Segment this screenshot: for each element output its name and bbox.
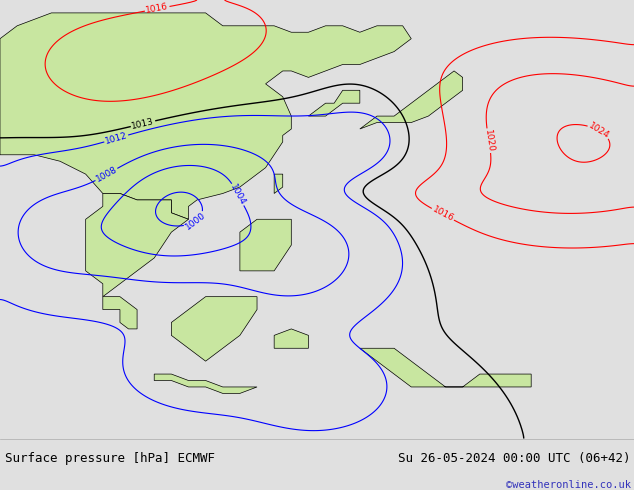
Polygon shape	[103, 296, 137, 329]
Text: ©weatheronline.co.uk: ©weatheronline.co.uk	[506, 480, 631, 490]
Polygon shape	[0, 13, 411, 220]
Polygon shape	[240, 220, 291, 271]
Text: 1008: 1008	[94, 165, 119, 184]
Text: 1016: 1016	[430, 205, 455, 223]
Text: 1016: 1016	[145, 2, 169, 15]
Text: Surface pressure [hPa] ECMWF: Surface pressure [hPa] ECMWF	[5, 452, 215, 465]
Polygon shape	[171, 296, 257, 361]
Text: 1020: 1020	[482, 129, 495, 153]
Polygon shape	[308, 90, 360, 116]
Text: 1024: 1024	[587, 121, 611, 141]
Text: 1013: 1013	[131, 117, 155, 131]
Text: Su 26-05-2024 00:00 UTC (06+42): Su 26-05-2024 00:00 UTC (06+42)	[398, 452, 631, 465]
Text: 1000: 1000	[184, 211, 207, 232]
Polygon shape	[154, 374, 257, 393]
Polygon shape	[274, 329, 308, 348]
Text: 1004: 1004	[228, 182, 247, 207]
Polygon shape	[274, 174, 283, 194]
Polygon shape	[360, 71, 463, 129]
Text: 1012: 1012	[104, 131, 129, 146]
Polygon shape	[86, 194, 188, 296]
Polygon shape	[360, 348, 531, 387]
